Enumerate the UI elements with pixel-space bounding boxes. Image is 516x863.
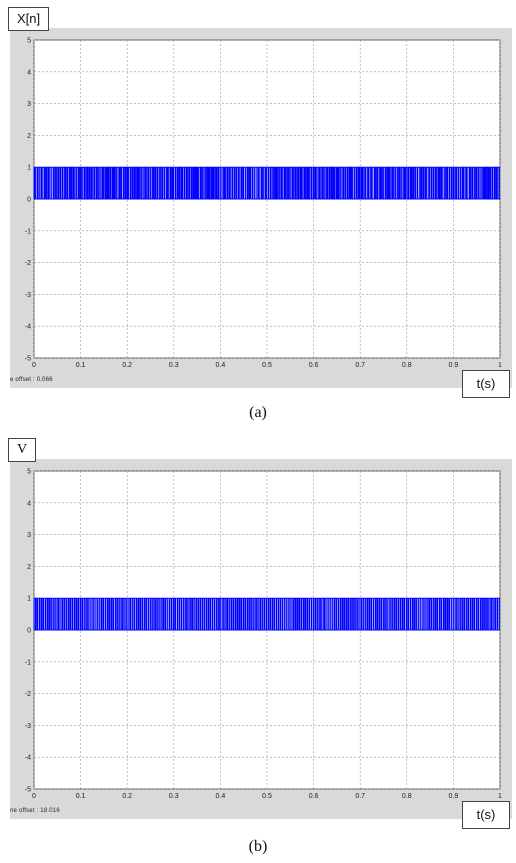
scope-panel-a: 0 0.1 0.2 0.3 0.4 0.5 0.6 0.7 0.8 0.9 1 5 4 3 2 1 0 -1 -2 -… [0, 0, 516, 421]
x-tick-label: 0.1 [76, 362, 86, 369]
y-tick-label: 1 [27, 165, 31, 172]
x-tick-label: 0.7 [355, 362, 365, 369]
x-tick-label: 0.9 [449, 362, 459, 369]
plot-area-a: 0 0.1 0.2 0.3 0.4 0.5 0.6 0.7 0.8 0.9 1 5 4 3 2 1 0 -1 -2 -… [25, 38, 502, 370]
y-tick-label: -5 [25, 356, 31, 363]
x-tick-label: 0.2 [122, 793, 132, 800]
y-tick-label: 4 [27, 500, 31, 507]
y-tick-label: -3 [25, 292, 31, 299]
y-tick-label: 2 [27, 133, 31, 140]
y-axis-label: V [8, 438, 37, 462]
figure-caption-a: (a) [249, 404, 267, 421]
y-tick-label: 3 [27, 101, 31, 108]
x-tick-label: 0.4 [216, 793, 226, 800]
x-axis-label: t(s) [462, 370, 510, 398]
y-tick-label: 4 [27, 69, 31, 76]
time-offset-text: e offset : 0.066 [10, 377, 53, 383]
plot-area-b: 0 0.1 0.2 0.3 0.4 0.5 0.6 0.7 0.8 0.9 1 5 4 3 2 1 0 -1 -2 -… [25, 469, 502, 801]
y-tick-label: -3 [25, 723, 31, 730]
y-tick-label: 5 [27, 469, 31, 476]
x-tick-label: 0 [32, 793, 36, 800]
y-tick-label: -1 [25, 659, 31, 666]
signal-trace [33, 166, 500, 200]
x-tick-label: 0.9 [449, 793, 459, 800]
x-tick-label: 0 [32, 362, 36, 369]
x-tick-label: 0.6 [309, 793, 319, 800]
y-tick-label: 0 [27, 628, 31, 635]
signal-trace [33, 597, 500, 631]
scope-panel-b: 0 0.1 0.2 0.3 0.4 0.5 0.6 0.7 0.8 0.9 1 5 4 3 2 1 0 -1 -2 -… [0, 431, 516, 831]
x-tick-label: 0.3 [169, 793, 179, 800]
figure-caption-b: (b) [248, 838, 268, 855]
y-tick-label: -5 [25, 787, 31, 794]
x-tick-label: 0.4 [216, 362, 226, 369]
y-tick-label: 2 [27, 564, 31, 571]
x-tick-label: 0.8 [402, 793, 412, 800]
x-axis-label: t(s) [462, 801, 510, 829]
x-tick-label: 0.5 [262, 362, 272, 369]
x-tick-label: 0.2 [122, 362, 132, 369]
y-tick-label: -4 [25, 324, 31, 331]
x-tick-label: 1 [498, 793, 502, 800]
y-tick-label: 1 [27, 596, 31, 603]
x-tick-label: 0.7 [355, 793, 365, 800]
y-tick-label: -4 [25, 755, 31, 762]
y-tick-label: -2 [25, 691, 31, 698]
x-tick-label: 0.1 [76, 793, 86, 800]
x-tick-label: 0.3 [169, 362, 179, 369]
y-axis-label: X[n] [8, 7, 50, 31]
x-tick-label: 0.8 [402, 362, 412, 369]
y-tick-label: 3 [27, 532, 31, 539]
y-tick-label: 0 [27, 197, 31, 204]
x-tick-label: 1 [498, 362, 502, 369]
x-tick-label: 0.5 [262, 793, 272, 800]
x-tick-label: 0.6 [309, 362, 319, 369]
time-offset-text: ne offset : 18.016 [10, 808, 60, 814]
y-tick-label: 5 [27, 38, 31, 45]
y-tick-label: -2 [25, 260, 31, 267]
y-tick-label: -1 [25, 228, 31, 235]
